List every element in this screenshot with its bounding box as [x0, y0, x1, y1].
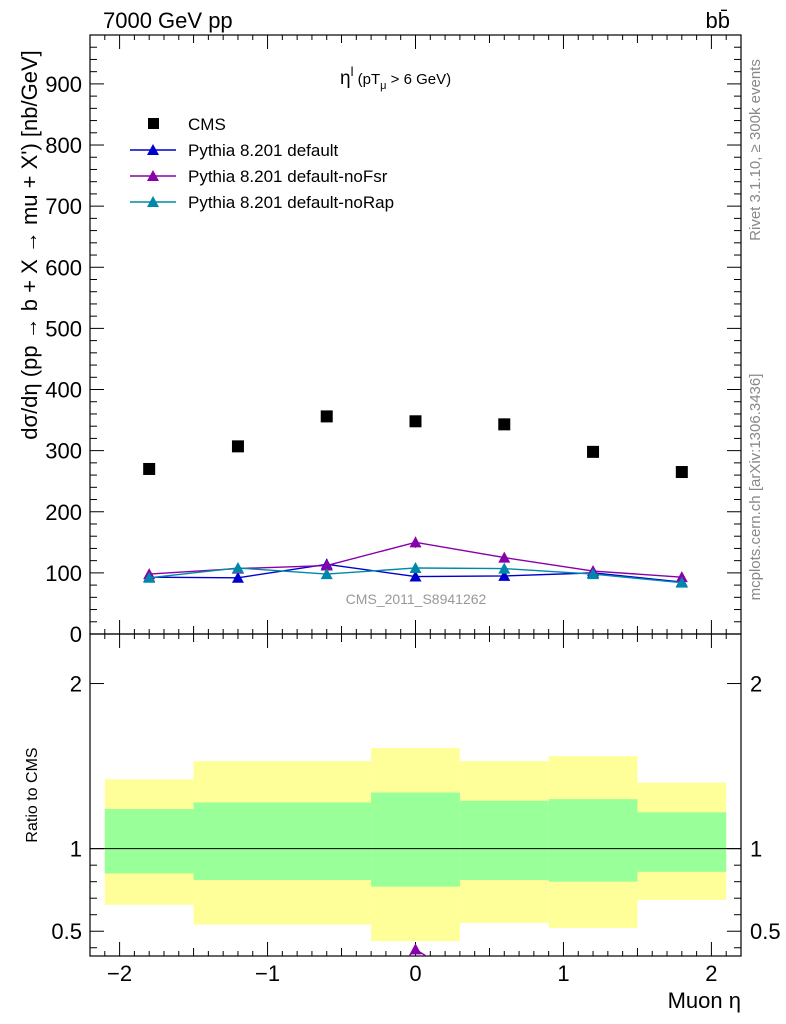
- x-tick-label: 0: [409, 961, 421, 986]
- series-point-2: [409, 536, 422, 548]
- series-point-2: [675, 571, 688, 583]
- series-point-2: [498, 551, 511, 563]
- analysis-watermark: CMS_2011_S8941262: [346, 591, 487, 607]
- ratio-point: [409, 943, 422, 955]
- main-y-tick-label: 700: [45, 194, 82, 219]
- cms-data-point: [409, 415, 422, 428]
- cms-data-point: [498, 418, 511, 431]
- main-y-tick-label: 300: [45, 439, 82, 464]
- series-point-1: [231, 571, 244, 583]
- ratio-band-green-3: [459, 800, 549, 881]
- ratio-band-green-5: [637, 812, 727, 872]
- ratio-band-green-2: [371, 792, 460, 887]
- rivet-label: Rivet 3.1.10, ≥ 300k events: [747, 59, 764, 241]
- legend-marker-cms: [148, 118, 159, 129]
- main-y-tick-label: 800: [45, 133, 82, 158]
- main-y-tick-label: 0: [70, 622, 82, 647]
- series-point-3: [143, 571, 156, 583]
- x-tick-label: −1: [255, 961, 280, 986]
- ratio-y-tick-label-left: 2: [70, 672, 82, 697]
- header-right: bb̄: [706, 8, 730, 33]
- main-y-tick-label: 400: [45, 378, 82, 403]
- series-point-3: [320, 568, 333, 580]
- ratio-y-axis-label: Ratio to CMS: [24, 747, 41, 842]
- header-left: 7000 GeV pp: [103, 8, 233, 33]
- x-tick-label: 2: [705, 961, 717, 986]
- legend-label-2: Pythia 8.201 default-noFsr: [188, 167, 388, 186]
- x-tick-label: −2: [107, 961, 132, 986]
- legend-label-3: Pythia 8.201 default-noRap: [188, 193, 394, 212]
- legend-label-0: CMS: [188, 115, 226, 134]
- series-point-1: [409, 570, 422, 582]
- series-point-3: [587, 568, 600, 580]
- cms-data-point: [587, 445, 600, 458]
- ratio-y-tick-label-left: 1: [70, 837, 82, 862]
- ratio-band-green-1: [193, 802, 372, 881]
- x-tick-label: 1: [557, 961, 569, 986]
- ratio-line-right: [415, 948, 428, 956]
- main-y-axis-label: dσ/dη (pp → b + X → mu + X') [nb/GeV]: [17, 50, 42, 440]
- ratio-y-tick-label-right: 1: [750, 837, 762, 862]
- series-point-3: [231, 561, 244, 573]
- cms-data-point: [320, 410, 333, 423]
- legend-marker-2: [147, 170, 159, 181]
- cms-data-point: [231, 440, 244, 453]
- ratio-band-green-4: [548, 799, 638, 882]
- plot-title: ηl (pTμ > 6 GeV): [340, 64, 451, 92]
- main-y-tick-label: 500: [45, 316, 82, 341]
- x-axis-label: Muon η: [668, 988, 741, 1013]
- ratio-series-0: [407, 943, 428, 956]
- main-y-tick-label: 900: [45, 72, 82, 97]
- ratio-y-tick-label-left: 0.5: [51, 919, 82, 944]
- main-y-tick-label: 600: [45, 255, 82, 280]
- ratio-y-tick-label-right: 0.5: [750, 919, 781, 944]
- series-point-2: [320, 559, 333, 571]
- series-point-3: [498, 562, 511, 574]
- cms-data-point: [675, 466, 688, 479]
- cms-data-point: [143, 462, 156, 475]
- series-point-1: [498, 569, 511, 581]
- mcplots-label: mcplots.cern.ch [arXiv:1306.3436]: [747, 374, 764, 601]
- ratio-band-green-0: [104, 809, 194, 874]
- series-point-3: [409, 561, 422, 573]
- main-y-tick-label: 100: [45, 561, 82, 586]
- legend-marker-3: [147, 196, 159, 207]
- legend-marker-1: [147, 144, 159, 155]
- ratio-y-tick-label-right: 2: [750, 672, 762, 697]
- main-y-tick-label: 200: [45, 500, 82, 525]
- series-point-3: [675, 576, 688, 588]
- legend-label-1: Pythia 8.201 default: [188, 141, 339, 160]
